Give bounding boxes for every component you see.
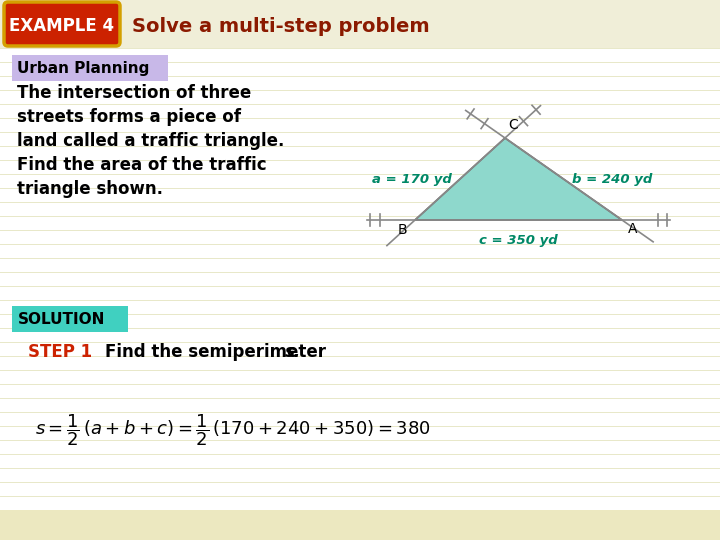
FancyBboxPatch shape bbox=[0, 510, 720, 540]
Text: streets forms a piece of: streets forms a piece of bbox=[17, 108, 241, 126]
Text: B: B bbox=[397, 223, 407, 237]
Polygon shape bbox=[415, 138, 622, 220]
FancyBboxPatch shape bbox=[0, 48, 720, 510]
Text: A: A bbox=[628, 222, 637, 236]
FancyBboxPatch shape bbox=[4, 2, 120, 46]
Text: SOLUTION: SOLUTION bbox=[18, 313, 105, 327]
FancyBboxPatch shape bbox=[0, 0, 720, 48]
Text: The intersection of three: The intersection of three bbox=[17, 84, 251, 102]
Text: b = 240 yd: b = 240 yd bbox=[572, 172, 652, 186]
Text: Find the semiperimeter: Find the semiperimeter bbox=[105, 343, 332, 361]
Text: C: C bbox=[508, 118, 518, 132]
Text: Solve a multi-step problem: Solve a multi-step problem bbox=[132, 17, 430, 36]
Text: land called a traffic triangle.: land called a traffic triangle. bbox=[17, 132, 284, 150]
Text: c = 350 yd: c = 350 yd bbox=[479, 234, 558, 247]
Text: Urban Planning: Urban Planning bbox=[17, 62, 149, 77]
Text: a = 170 yd: a = 170 yd bbox=[372, 172, 452, 186]
Text: STEP 1: STEP 1 bbox=[28, 343, 92, 361]
FancyBboxPatch shape bbox=[12, 306, 128, 332]
Text: EXAMPLE 4: EXAMPLE 4 bbox=[9, 17, 114, 35]
Text: triangle shown.: triangle shown. bbox=[17, 180, 163, 198]
Text: Find the area of the traffic: Find the area of the traffic bbox=[17, 156, 266, 174]
FancyBboxPatch shape bbox=[12, 55, 168, 81]
Text: s.: s. bbox=[285, 343, 301, 361]
Text: $s = \dfrac{1}{2}\,(a + b + c) = \dfrac{1}{2}\,(170 + 240 + 350) = 380$: $s = \dfrac{1}{2}\,(a + b + c) = \dfrac{… bbox=[35, 412, 431, 448]
